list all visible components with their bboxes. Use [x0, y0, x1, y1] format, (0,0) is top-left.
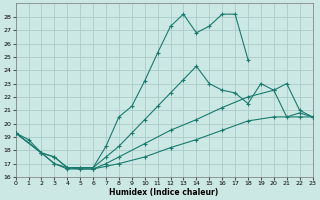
X-axis label: Humidex (Indice chaleur): Humidex (Indice chaleur): [109, 188, 219, 197]
